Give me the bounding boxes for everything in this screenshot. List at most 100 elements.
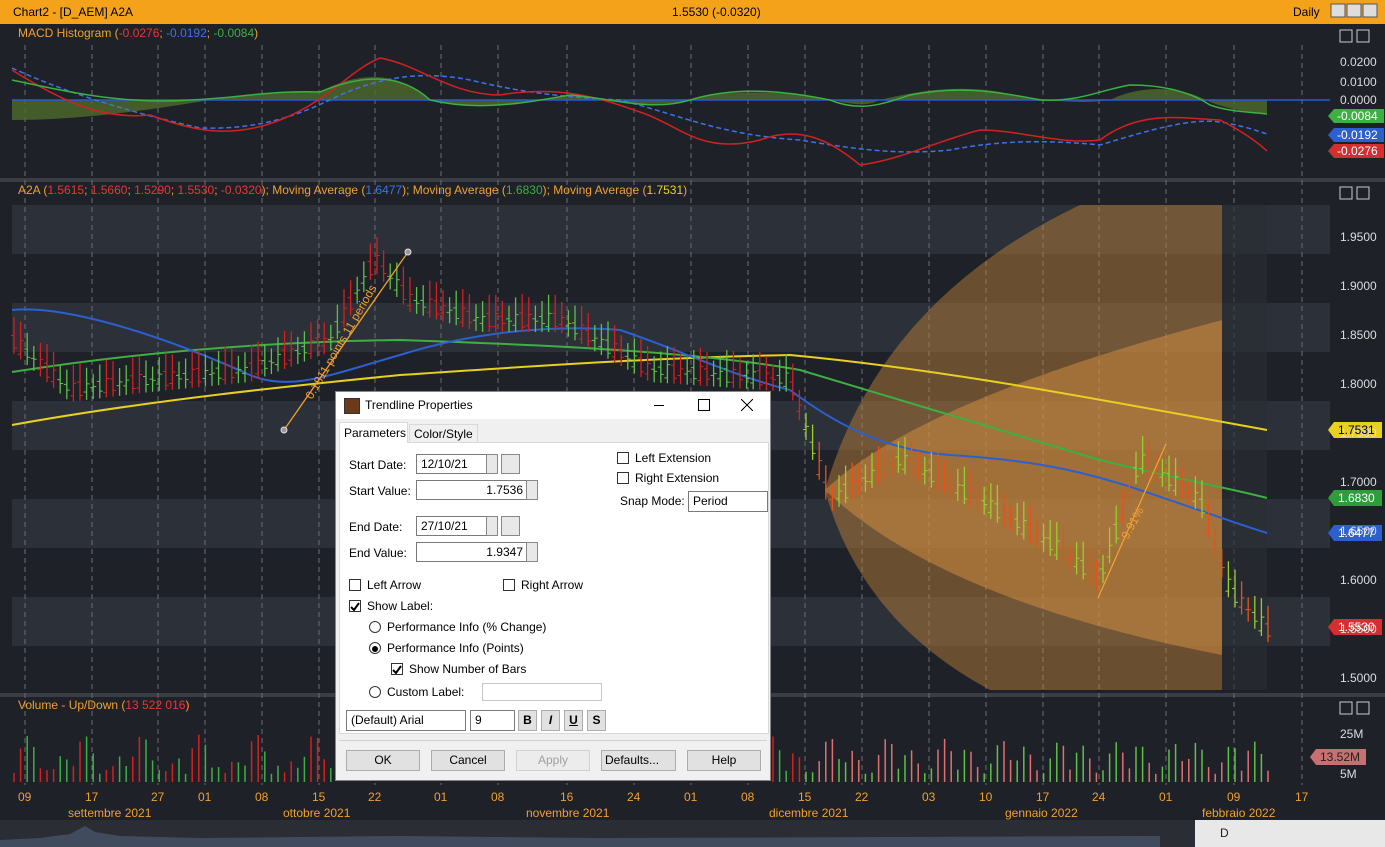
axis-tag	[1328, 490, 1382, 506]
pane-header: MACD Histogram (-0.0276; -0.0192; -0.008…	[18, 26, 258, 40]
select[interactable]: Period	[688, 491, 768, 512]
y-tick-label: 1.8000	[1340, 377, 1377, 391]
axis-tag	[1328, 144, 1384, 158]
input[interactable]: 1.9347	[416, 542, 528, 562]
x-tick-label: 01	[1159, 790, 1173, 804]
spin-button[interactable]	[526, 480, 538, 500]
close-button[interactable]	[741, 399, 753, 411]
header-part: )	[683, 183, 688, 197]
axis-tag	[1328, 619, 1382, 635]
header-part: )	[254, 26, 259, 40]
label: Right Extension	[635, 471, 720, 485]
minimize-button[interactable]	[654, 405, 664, 406]
axis-tag	[1328, 422, 1382, 438]
header-part: ;	[159, 26, 167, 40]
input[interactable]: 27/10/21	[416, 516, 488, 536]
header-part: -0.0192	[166, 26, 207, 40]
x-tick-label: 27	[151, 790, 165, 804]
button[interactable]: Apply	[516, 750, 590, 771]
radio-dot	[372, 646, 378, 652]
label: Start Value:	[349, 484, 411, 498]
checkbox[interactable]	[349, 600, 361, 612]
x-tick-label: 09	[1227, 790, 1241, 804]
checkbox[interactable]	[391, 663, 403, 675]
font-select[interactable]: (Default) Arial	[346, 710, 466, 731]
x-month-label: dicembre 2021	[769, 806, 849, 820]
x-tick-label: 17	[1036, 790, 1050, 804]
tab[interactable]: Color/Style	[409, 424, 478, 443]
header-part: 1.5660	[90, 183, 128, 197]
pane-button	[1356, 701, 1370, 715]
ma-yellow	[11, 353, 1268, 431]
header-part: 1.7531	[646, 183, 684, 197]
y-tick-label: 0.0000	[1340, 93, 1377, 107]
band	[12, 303, 1330, 352]
pane-button	[1339, 701, 1353, 715]
header-part: 1.5530	[177, 183, 215, 197]
pane-button	[1339, 29, 1353, 43]
header-part: ); Moving Average (	[261, 183, 366, 197]
header-part: Volume - Up/Down (	[18, 698, 126, 712]
size-select[interactable]: 9	[470, 710, 515, 731]
style-button[interactable]: U	[564, 710, 583, 731]
x-tick-label: 24	[627, 790, 641, 804]
input[interactable]: 12/10/21	[416, 454, 488, 474]
input[interactable]: 1.7536	[416, 480, 528, 500]
label: Show Number of Bars	[409, 662, 527, 676]
radio[interactable]	[369, 642, 381, 654]
spin-button[interactable]	[486, 516, 498, 536]
style-button[interactable]: B	[518, 710, 537, 731]
checkbox[interactable]	[617, 472, 629, 484]
label: Left Arrow	[367, 578, 422, 592]
label: Show Label:	[367, 599, 434, 613]
y-tick-label: 1.6500	[1340, 524, 1377, 538]
axis-tag-label: 1.5530	[1338, 620, 1375, 634]
date-dropdown[interactable]	[501, 454, 520, 474]
pane-header: A2A (1.5615; 1.5660; 1.5290; 1.5530; -0.…	[18, 183, 687, 197]
x-month-label: gennaio 2022	[1005, 806, 1078, 820]
y-tick-label: 0.0100	[1340, 75, 1377, 89]
input[interactable]	[482, 683, 602, 701]
trendline	[283, 251, 409, 431]
header-part: -0.0320	[220, 183, 262, 197]
x-tick-label: 03	[922, 790, 936, 804]
header-part: ;	[127, 183, 135, 197]
x-tick-label: 08	[741, 790, 755, 804]
x-tick-label: 10	[979, 790, 993, 804]
toolbar-mode[interactable]: D	[1220, 826, 1229, 840]
maximize-button[interactable]	[698, 399, 710, 411]
axis-tag-label: 13.52M	[1320, 750, 1361, 764]
divider	[0, 178, 1385, 182]
x-tick-label: 08	[491, 790, 505, 804]
x-month-label: febbraio 2022	[1202, 806, 1276, 820]
y-tick-label: 1.8500	[1340, 328, 1377, 342]
spin-button[interactable]	[486, 454, 498, 474]
checkbox[interactable]	[617, 452, 629, 464]
spin-button[interactable]	[526, 542, 538, 562]
button[interactable]: Cancel	[431, 750, 505, 771]
x-tick-label: 15	[798, 790, 812, 804]
button[interactable]: Help	[687, 750, 761, 771]
radio[interactable]	[369, 686, 381, 698]
title-bar	[0, 0, 1385, 24]
style-button[interactable]: S	[587, 710, 606, 731]
tab-active[interactable]: Parameters	[339, 422, 408, 443]
date-dropdown[interactable]	[501, 516, 520, 536]
label: Right Arrow	[521, 578, 584, 592]
label: End Date:	[349, 520, 403, 534]
style-button[interactable]: I	[541, 710, 560, 731]
axis-tag	[1328, 128, 1384, 142]
ma-blue	[11, 308, 1268, 534]
checkbox[interactable]	[349, 579, 361, 591]
header-part: A2A (	[18, 183, 48, 197]
header-part: 1.6830	[505, 183, 543, 197]
macd-line	[11, 57, 1268, 166]
button[interactable]: Defaults...	[601, 750, 676, 771]
button[interactable]: OK	[346, 750, 420, 771]
window-button	[1362, 3, 1378, 18]
band	[12, 205, 1330, 254]
checkbox[interactable]	[503, 579, 515, 591]
macd-green	[11, 78, 1268, 115]
window-quote: 1.5530 (-0.0320)	[672, 5, 761, 19]
radio[interactable]	[369, 621, 381, 633]
